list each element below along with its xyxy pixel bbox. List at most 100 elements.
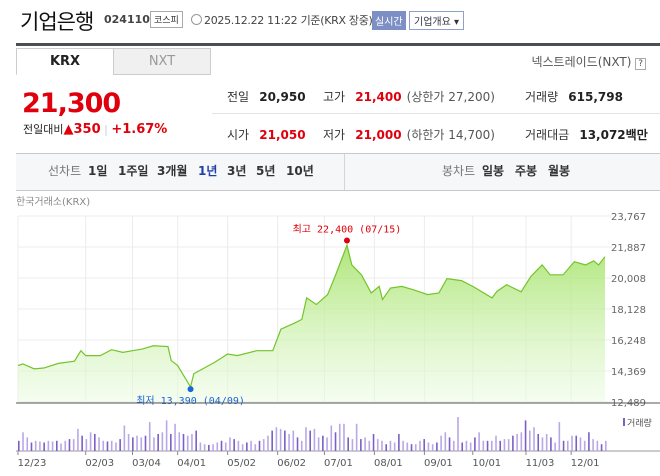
- y-tick-label: 16,248: [611, 336, 646, 347]
- x-tick-label: 09/01: [424, 458, 453, 469]
- volume-bar: [229, 437, 231, 451]
- volume-bar: [583, 440, 586, 451]
- period-3m[interactable]: 3개월: [157, 164, 188, 178]
- x-tick-label: 04/01: [177, 458, 206, 469]
- volume-bar: [136, 435, 138, 451]
- nxt-link[interactable]: 넥스트레이드(NXT) ?: [531, 53, 646, 70]
- volume-bar: [300, 440, 303, 451]
- volume-bar: [533, 427, 535, 451]
- volume-bar: [246, 442, 248, 451]
- volume-bar: [600, 444, 603, 451]
- volume-bar: [267, 435, 269, 451]
- volume-bar: [275, 427, 278, 451]
- high-marker: [343, 237, 350, 244]
- tab-nxt[interactable]: NXT: [113, 48, 211, 75]
- volume-bar: [212, 444, 214, 451]
- volume-bar: [554, 442, 556, 451]
- volume-bar: [562, 440, 565, 451]
- high-label: 최고 22,400 (07/15): [293, 224, 402, 236]
- price-change: 전일대비▲350 | +1.67%: [23, 122, 168, 137]
- volume-bar: [51, 441, 54, 451]
- candle-daily[interactable]: 일봉: [482, 164, 505, 178]
- y-tick-label: 20,008: [611, 274, 646, 285]
- volume-bar: [123, 425, 126, 451]
- volume-bar: [115, 442, 117, 451]
- volume-bar: [495, 435, 497, 451]
- prev-label: 전일: [227, 90, 250, 104]
- y-tick-label: 14,369: [611, 367, 646, 378]
- volume-bar: [94, 434, 96, 451]
- period-1w[interactable]: 1주일: [118, 164, 149, 178]
- period-5y[interactable]: 5년: [256, 164, 276, 178]
- volume-bar: [237, 440, 240, 451]
- volume-bar: [258, 440, 261, 451]
- volume-bar: [478, 432, 480, 451]
- volume-bar: [465, 440, 468, 451]
- open-value: 21,050: [259, 128, 306, 142]
- volume-bar: [309, 430, 311, 451]
- volume-bar: [43, 442, 45, 451]
- volume-bar: [389, 440, 392, 451]
- x-tick-label: 03/04: [132, 458, 161, 469]
- change-percent: +1.67%: [111, 122, 168, 137]
- nxt-label: 넥스트레이드(NXT): [531, 55, 632, 69]
- volume-bar: [512, 435, 514, 451]
- y-tick-label: 23,767: [611, 212, 646, 223]
- volume-bar: [305, 427, 307, 451]
- volume-bar: [148, 422, 151, 451]
- amount-label: 거래대금: [525, 128, 570, 142]
- volume-bar: [364, 437, 366, 451]
- high-value: 21,400: [355, 90, 402, 104]
- volume-bar: [26, 437, 29, 451]
- volume-bar: [161, 432, 164, 451]
- period-10y[interactable]: 10년: [286, 164, 314, 178]
- volume-bar: [233, 439, 235, 451]
- volume-bar: [250, 440, 252, 451]
- volume-bar: [427, 442, 430, 451]
- candle-monthly[interactable]: 월봉: [548, 164, 571, 178]
- volume-bar: [81, 435, 83, 451]
- candle-weekly[interactable]: 주봉: [515, 164, 538, 178]
- period-3y[interactable]: 3년: [227, 164, 247, 178]
- volume-bar: [330, 425, 333, 451]
- volume-bar: [313, 428, 316, 451]
- volume-bar: [448, 437, 451, 451]
- volume-bar: [436, 442, 438, 451]
- prev-value: 20,950: [259, 90, 306, 104]
- volume-bar: [224, 442, 227, 451]
- current-price: 21,300: [22, 88, 121, 119]
- realtime-button[interactable]: 실시간: [372, 11, 406, 30]
- period-1d[interactable]: 1일: [88, 164, 108, 178]
- volume-legend-label: 거래량: [627, 417, 652, 429]
- stats-divider: [212, 113, 660, 114]
- volume-bar: [288, 434, 290, 451]
- help-icon[interactable]: ?: [635, 58, 646, 70]
- volume-bar: [77, 428, 79, 451]
- volume-bar: [571, 435, 573, 451]
- volume-bar: [165, 420, 168, 451]
- company-overview-dropdown[interactable]: 기업개요 ▾: [409, 11, 464, 30]
- volume-bar: [490, 440, 493, 451]
- clock-icon: [191, 14, 202, 25]
- prev-close: 전일 20,950: [227, 86, 306, 105]
- volume-bar: [241, 444, 244, 451]
- x-tick-label: 12/23: [18, 458, 47, 469]
- volume-bar: [191, 434, 193, 451]
- volume-bar: [440, 435, 442, 451]
- volume-bar: [271, 430, 273, 451]
- volume-bar: [317, 437, 320, 451]
- x-tick-label: 12/01: [571, 458, 600, 469]
- period-1y[interactable]: 1년: [198, 164, 218, 178]
- x-tick-label: 02/03: [85, 458, 114, 469]
- tab-krx[interactable]: KRX: [16, 48, 114, 75]
- volume-bar: [550, 437, 552, 451]
- volume-bar: [516, 434, 518, 451]
- volume-bar: [220, 440, 223, 451]
- volume-bar: [208, 444, 210, 451]
- x-tick-label: 07/01: [324, 458, 353, 469]
- volume-bar: [566, 440, 569, 451]
- volume: 거래량 615,798: [525, 86, 623, 105]
- y-tick-label: 18,128: [611, 305, 646, 316]
- volume-bar: [457, 417, 459, 451]
- volume-bar: [482, 440, 485, 451]
